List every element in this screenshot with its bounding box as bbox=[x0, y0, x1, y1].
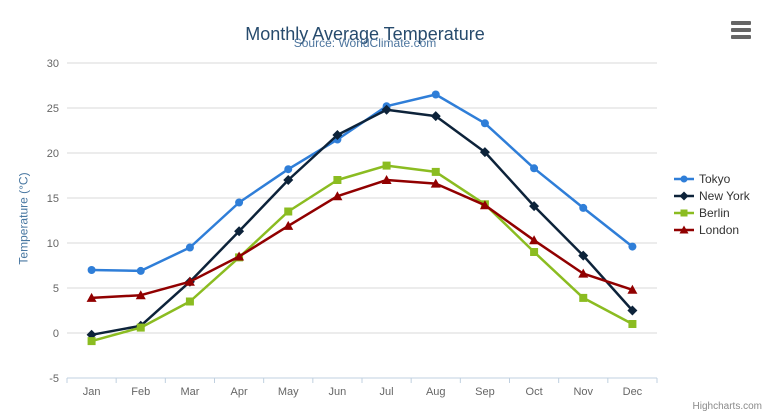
square-marker-icon bbox=[674, 209, 694, 217]
credits-link[interactable]: Highcharts.com bbox=[692, 401, 762, 412]
legend-item-tokyo[interactable]: Tokyo bbox=[674, 172, 750, 186]
circle-marker-icon bbox=[674, 175, 694, 183]
legend-item-new-york[interactable]: New York bbox=[674, 189, 750, 203]
legend-item-berlin[interactable]: Berlin bbox=[674, 206, 750, 220]
legend: Tokyo New York Berlin London bbox=[674, 172, 750, 237]
square-marker-icon bbox=[136, 323, 145, 332]
diamond-marker-icon bbox=[283, 175, 294, 185]
y-tick-label: 0 bbox=[53, 328, 59, 340]
diamond-marker-icon bbox=[578, 250, 589, 261]
hamburger-icon bbox=[731, 28, 751, 32]
triangle-marker-icon bbox=[86, 292, 97, 302]
y-axis-title: Temperature (°C) bbox=[16, 172, 31, 265]
x-tick-label: Nov bbox=[573, 386, 593, 398]
diamond-marker-icon bbox=[381, 104, 392, 115]
legend-label: Tokyo bbox=[699, 172, 731, 186]
triangle-marker-icon bbox=[135, 290, 146, 300]
y-tick-label: 25 bbox=[47, 103, 59, 115]
square-marker-icon bbox=[284, 207, 293, 216]
series-line bbox=[90, 164, 634, 343]
circle-marker-icon bbox=[235, 198, 244, 207]
hamburger-icon bbox=[731, 35, 751, 39]
diamond-marker-icon bbox=[234, 226, 245, 237]
circle-marker-icon bbox=[680, 175, 688, 183]
square-marker-icon bbox=[680, 209, 688, 217]
triangle-marker-icon bbox=[627, 284, 638, 294]
y-tick-label: 10 bbox=[47, 238, 59, 250]
triangle-marker-icon bbox=[430, 178, 441, 188]
square-marker-icon bbox=[185, 297, 194, 306]
export-menu-button[interactable] bbox=[731, 21, 751, 39]
circle-marker-icon bbox=[579, 203, 588, 212]
triangle-marker-icon bbox=[332, 191, 343, 201]
circle-marker-icon bbox=[87, 266, 96, 274]
diamond-marker-icon bbox=[679, 191, 689, 201]
legend-item-london[interactable]: London bbox=[674, 223, 750, 237]
diamond-marker-icon bbox=[627, 305, 638, 316]
triangle-marker-icon bbox=[674, 225, 694, 234]
triangle-marker-icon bbox=[184, 276, 195, 286]
legend-label: New York bbox=[699, 189, 750, 203]
y-tick-label: 30 bbox=[47, 58, 59, 70]
square-marker-icon bbox=[382, 161, 391, 170]
square-marker-icon bbox=[87, 337, 96, 346]
series-tokyo bbox=[87, 90, 637, 275]
diamond-marker-icon bbox=[430, 111, 441, 122]
legend-label: London bbox=[699, 223, 740, 237]
triangle-marker-icon bbox=[381, 175, 392, 184]
square-marker-icon bbox=[333, 176, 342, 184]
series-london bbox=[86, 175, 638, 302]
circle-marker-icon bbox=[136, 266, 145, 275]
y-tick-label: 5 bbox=[53, 283, 59, 295]
legend-label: Berlin bbox=[699, 206, 730, 220]
square-marker-icon bbox=[431, 167, 440, 176]
square-marker-icon bbox=[530, 248, 539, 256]
series-line bbox=[90, 178, 634, 300]
triangle-marker-icon bbox=[578, 268, 589, 278]
diamond-marker-icon bbox=[674, 191, 694, 201]
triangle-marker-icon bbox=[283, 220, 294, 230]
x-tick-label: May bbox=[278, 386, 299, 398]
x-tick-label: Aug bbox=[426, 386, 446, 398]
y-tick-label: 15 bbox=[47, 193, 59, 205]
x-tick-label: Jul bbox=[380, 386, 394, 398]
x-tick-label: Apr bbox=[231, 386, 248, 398]
series-line bbox=[90, 108, 634, 337]
series-new-york bbox=[86, 104, 638, 340]
square-marker-icon bbox=[628, 320, 637, 328]
x-tick-label: Oct bbox=[526, 386, 543, 398]
circle-marker-icon bbox=[628, 242, 637, 251]
series-line bbox=[90, 93, 634, 273]
square-marker-icon bbox=[579, 293, 588, 302]
chart-title: Monthly Average Temperature bbox=[245, 24, 485, 45]
y-tick-label: 20 bbox=[47, 148, 59, 160]
x-tick-label: Jun bbox=[329, 386, 347, 398]
triangle-marker-icon bbox=[529, 235, 540, 245]
circle-marker-icon bbox=[284, 165, 293, 174]
diamond-marker-icon bbox=[529, 201, 540, 212]
diamond-marker-icon bbox=[479, 147, 490, 158]
hamburger-icon bbox=[731, 21, 751, 25]
triangle-marker-icon bbox=[479, 200, 490, 210]
triangle-marker-icon bbox=[679, 225, 689, 234]
circle-marker-icon bbox=[530, 164, 539, 173]
x-tick-label: Mar bbox=[180, 386, 199, 398]
triangle-marker-icon bbox=[234, 251, 245, 261]
chart-subtitle: Source: WorldClimate.com bbox=[293, 36, 437, 50]
x-tick-label: Jan bbox=[83, 386, 101, 398]
circle-marker-icon bbox=[480, 119, 489, 128]
diamond-marker-icon bbox=[332, 130, 343, 140]
y-tick-label: -5 bbox=[49, 373, 59, 385]
circle-marker-icon bbox=[431, 90, 440, 99]
x-tick-label: Dec bbox=[623, 386, 643, 398]
x-tick-label: Sep bbox=[475, 386, 495, 398]
circle-marker-icon bbox=[185, 243, 194, 252]
x-tick-label: Feb bbox=[131, 386, 150, 398]
